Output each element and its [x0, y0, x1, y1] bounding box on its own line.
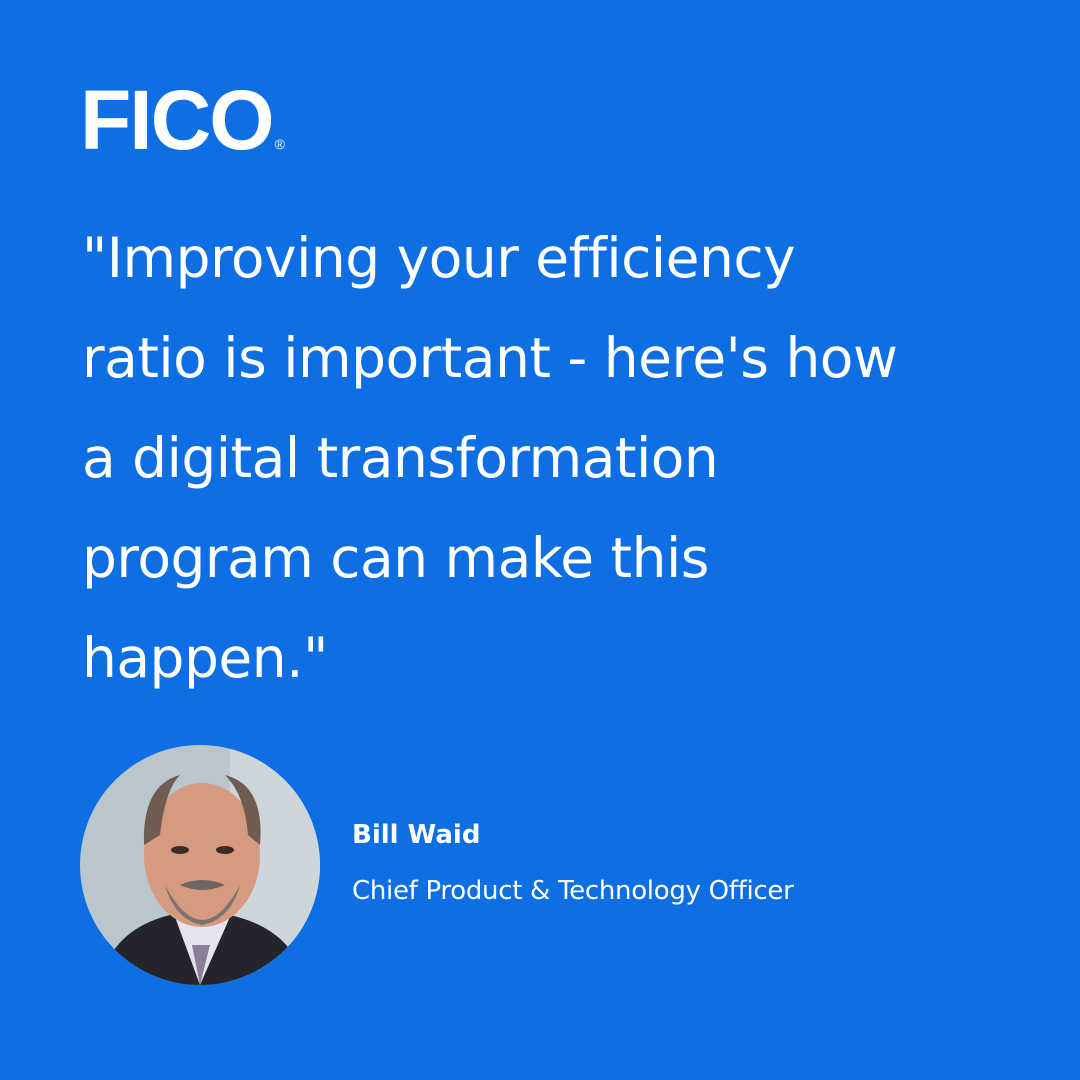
logo-text: FICO: [80, 73, 275, 167]
author-photo: [80, 745, 320, 985]
quote-line: program can make this: [82, 526, 709, 590]
quote-line: happen.": [82, 626, 328, 690]
quote-line: ratio is important - here's how: [82, 326, 898, 390]
fico-logo: FICO ®: [80, 78, 285, 162]
quote-line: "Improving your efficiency: [82, 226, 796, 290]
quote-text: "Improving your efficiency ratio is impo…: [82, 208, 1042, 708]
quote-line: a digital transformation: [82, 426, 719, 490]
author-title: Chief Product & Technology Officer: [352, 876, 794, 906]
registered-mark: ®: [274, 136, 285, 152]
author-name: Bill Waid: [352, 820, 481, 850]
